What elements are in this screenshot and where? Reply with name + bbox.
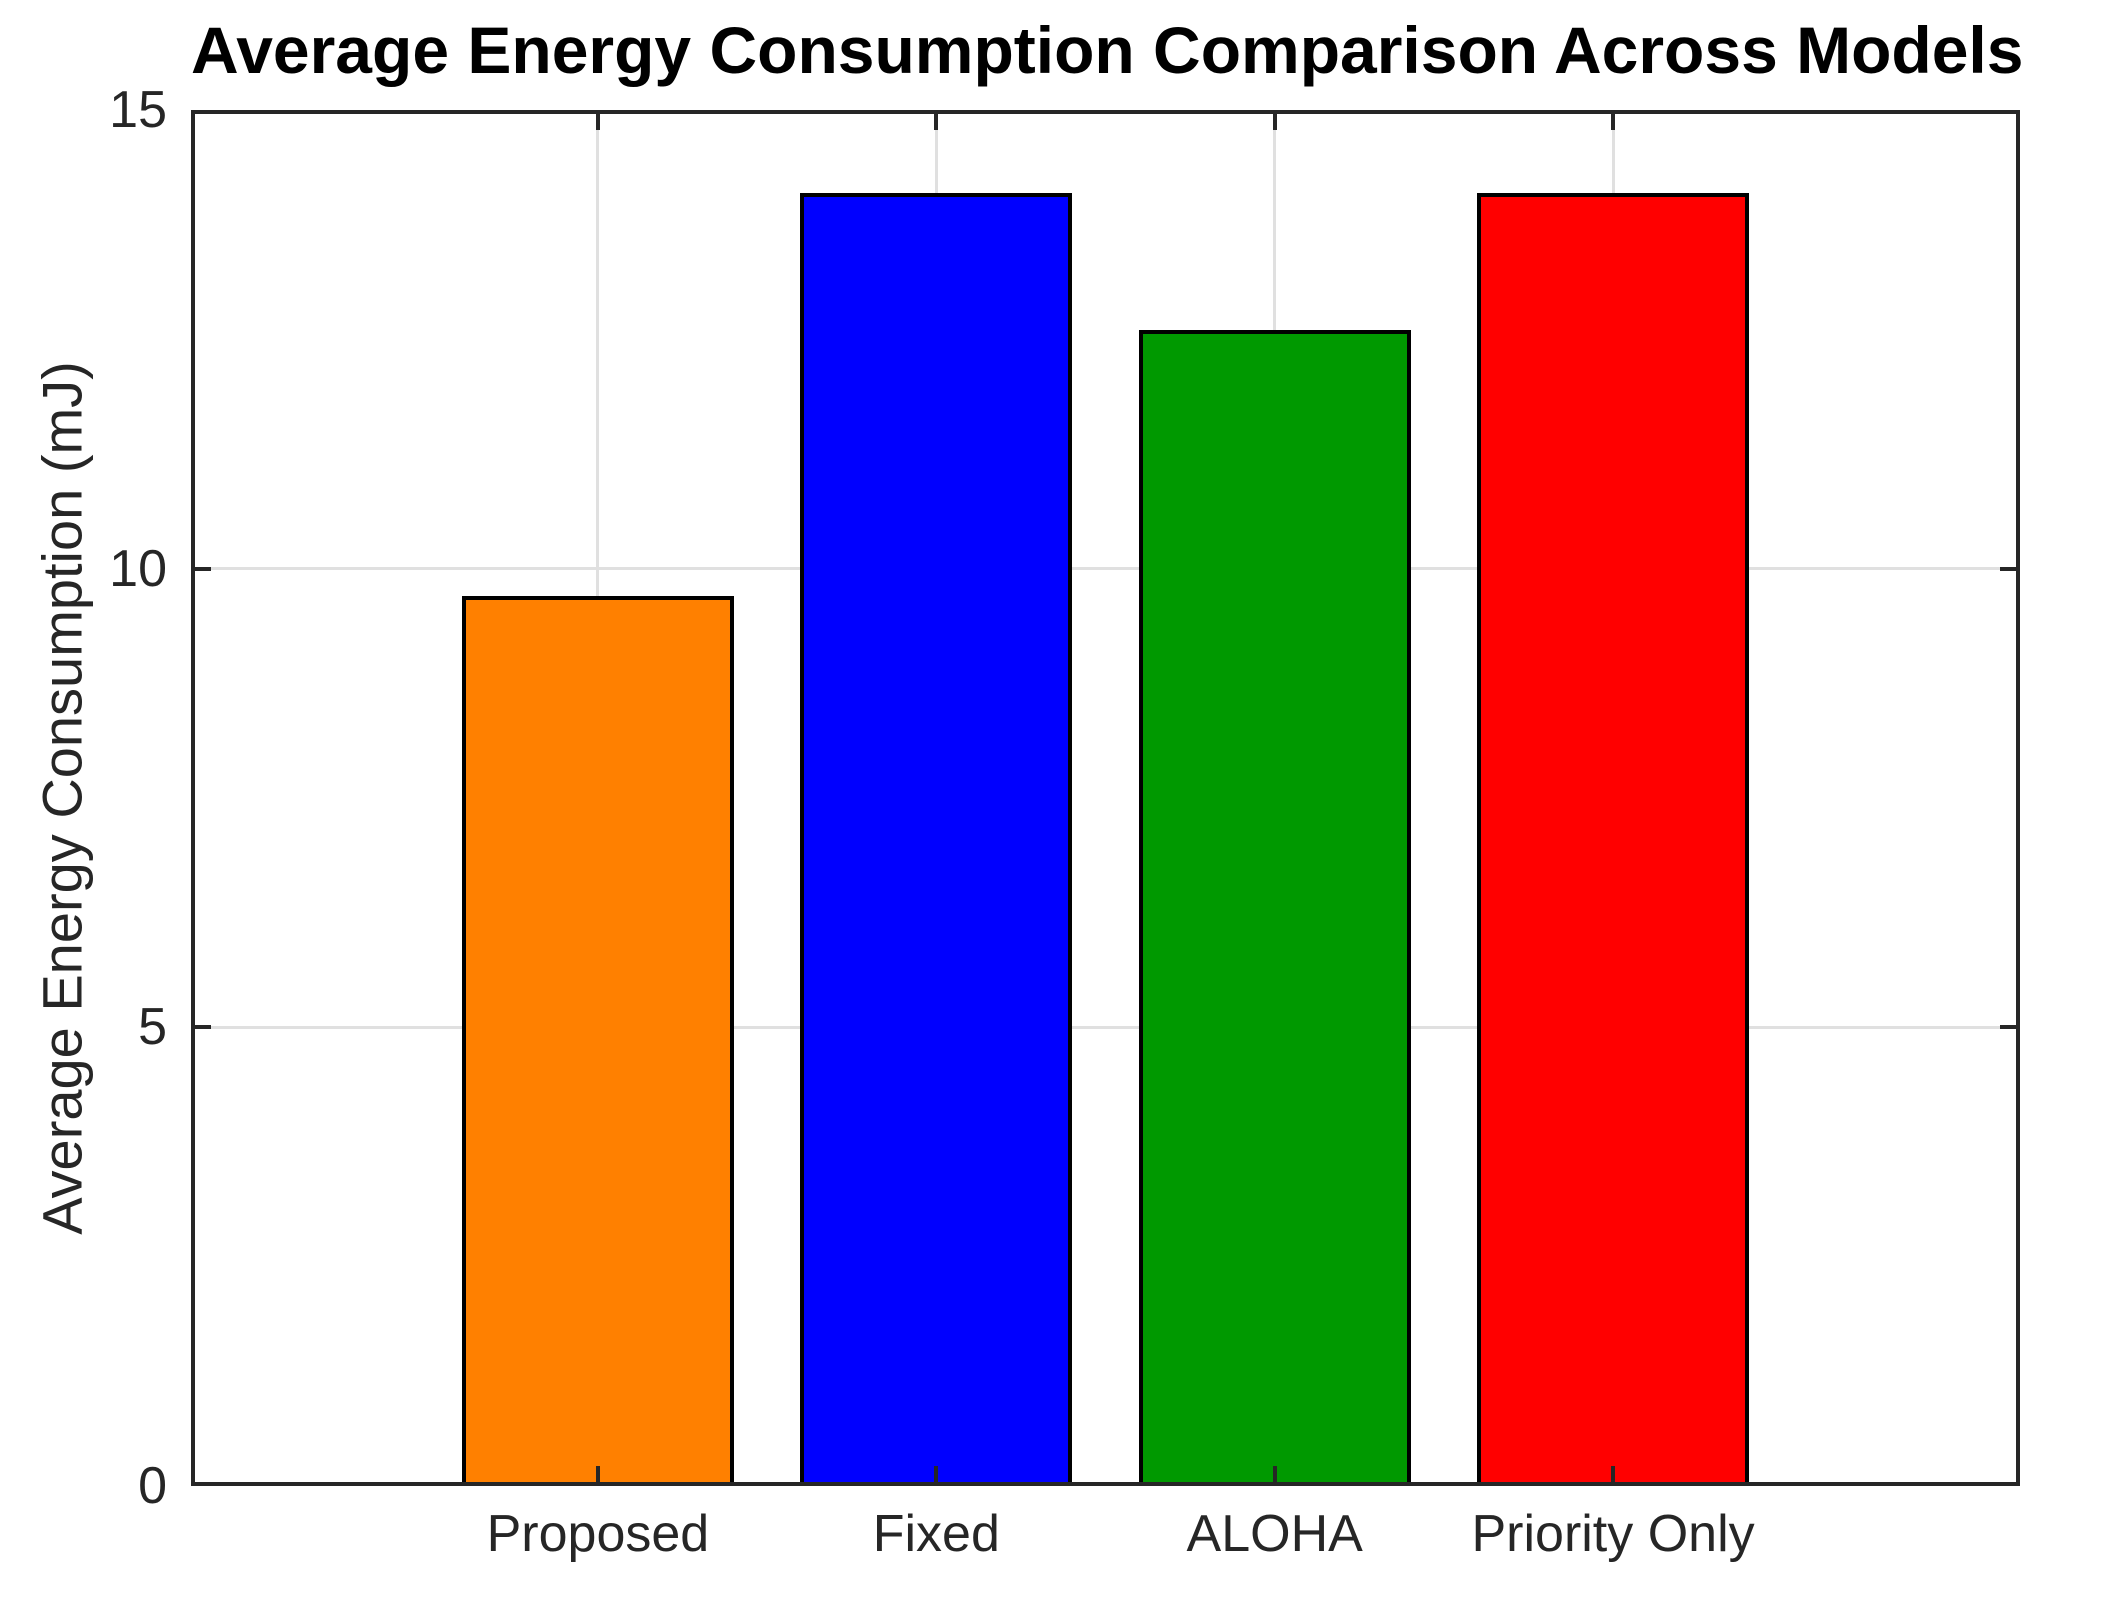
- axis-tick-bottom: [595, 1466, 600, 1486]
- axis-tick-right: [2000, 566, 2020, 571]
- gridline-horizontal: [191, 1025, 2020, 1029]
- plot-area: [191, 110, 2020, 1486]
- axis-tick-right: [2000, 1025, 2020, 1030]
- x-tick-label: Priority Only: [1471, 1505, 1755, 1563]
- axis-tick-top: [1272, 110, 1277, 130]
- axis-tick-left: [191, 1025, 211, 1030]
- axis-tick-bottom: [1611, 1466, 1616, 1486]
- chart-title: Average Energy Consumption Comparison Ac…: [191, 13, 2024, 87]
- gridline-horizontal: [191, 567, 2020, 571]
- y-tick-label: 0: [138, 1457, 167, 1515]
- bar-proposed: [461, 596, 734, 1486]
- y-tick-label: 10: [109, 539, 167, 598]
- axis-tick-bottom: [1272, 1466, 1277, 1486]
- axis-tick-top: [595, 110, 600, 130]
- y-axis-label: Average Energy Consumption (mJ): [30, 361, 94, 1235]
- x-tick-label: ALOHA: [1186, 1505, 1363, 1563]
- axis-tick-bottom: [934, 1466, 939, 1486]
- axis-tick-top: [1611, 110, 1616, 130]
- bar-fixed: [800, 192, 1073, 1486]
- y-tick-label: 5: [138, 998, 167, 1057]
- y-tick-label: 15: [109, 81, 167, 139]
- axis-tick-top: [934, 110, 939, 130]
- bar-aloha: [1138, 330, 1411, 1486]
- x-tick-label: Fixed: [872, 1505, 1000, 1563]
- bar-priority-only: [1477, 192, 1750, 1486]
- axis-tick-left: [191, 566, 211, 571]
- x-tick-label: Proposed: [486, 1505, 710, 1563]
